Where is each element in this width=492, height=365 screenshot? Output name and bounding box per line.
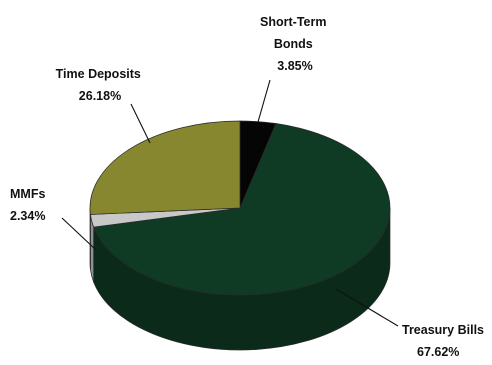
pie-slice-time-deposits (89, 120, 241, 215)
slice-value-time-deposits: 26.18% (79, 89, 121, 103)
slice-name-treasury-bills: Treasury Bills (402, 323, 484, 337)
leader-line-treasury-bills (335, 288, 399, 327)
leader-lines (61, 79, 399, 327)
slice-label-time-deposits: Time Deposits 26.18% (56, 67, 145, 103)
slice-name-time-deposits: Time Deposits (56, 67, 141, 81)
slice-label-mmfs: MMFs 2.34% (10, 187, 49, 223)
pie-slices (89, 120, 391, 296)
slice-label-treasury-bills: Treasury Bills 67.62% (402, 323, 487, 359)
slice-name-short-term-bonds-line1: Short-Term (260, 15, 326, 29)
slice-value-short-term-bonds: 3.85% (277, 59, 312, 73)
leader-line-mmfs (61, 217, 96, 250)
leader-line-short-term-bonds (257, 79, 271, 123)
leader-line-time-deposits (130, 103, 151, 144)
slice-name-short-term-bonds-line2: Bonds (274, 37, 313, 51)
slice-value-mmfs: 2.34% (10, 209, 45, 223)
slice-value-treasury-bills: 67.62% (417, 345, 459, 359)
slice-name-mmfs: MMFs (10, 187, 45, 201)
pie-slice-treasury-bills (93, 123, 391, 296)
slice-label-short-term-bonds: Short-Term Bonds 3.85% (260, 15, 330, 73)
